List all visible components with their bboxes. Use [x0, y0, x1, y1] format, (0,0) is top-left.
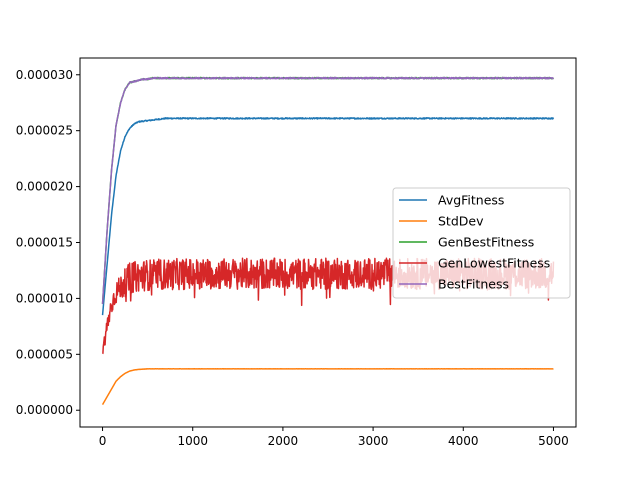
legend-label-stddev: StdDev — [438, 214, 484, 229]
legend-box — [392, 187, 571, 299]
x-tick-label: 0 — [99, 434, 107, 448]
x-tick-label: 5000 — [538, 434, 569, 448]
x-tick-label: 3000 — [358, 434, 389, 448]
y-tick-label: 0.000005 — [16, 347, 73, 361]
series-line-bestfitness — [101, 76, 554, 305]
y-tick-label: 0.000025 — [16, 124, 73, 138]
series-line-avgfitness — [101, 117, 555, 316]
legend-label-avgfitness: AvgFitness — [438, 193, 504, 208]
axis-layer: 0 1000 2000 3000 4000 5000 0.000000 0.000005 0.0… — [16, 68, 569, 448]
legend-label-genbestfitness: GenBestFitness — [438, 235, 534, 250]
y-tick-label: 0.000015 — [16, 236, 73, 250]
y-tick-label: 0.000010 — [16, 291, 73, 305]
series-layer — [101, 76, 555, 406]
x-tick-label: 4000 — [448, 434, 479, 448]
y-tick-label: 0.000020 — [16, 180, 73, 194]
legend: AvgFitness StdDev GenBestFitness GenLowestF… — [392, 187, 571, 299]
legend-label-genlowestfitness: GenLowestFitness — [438, 256, 550, 271]
series-line-stddev — [101, 368, 554, 406]
x-tick-label: 2000 — [268, 434, 299, 448]
legend-label-bestfitness: BestFitness — [438, 277, 509, 292]
x-tick-label: 1000 — [177, 434, 208, 448]
y-tick-label: 0.000030 — [16, 68, 73, 82]
y-tick-label: 0.000000 — [16, 403, 73, 417]
